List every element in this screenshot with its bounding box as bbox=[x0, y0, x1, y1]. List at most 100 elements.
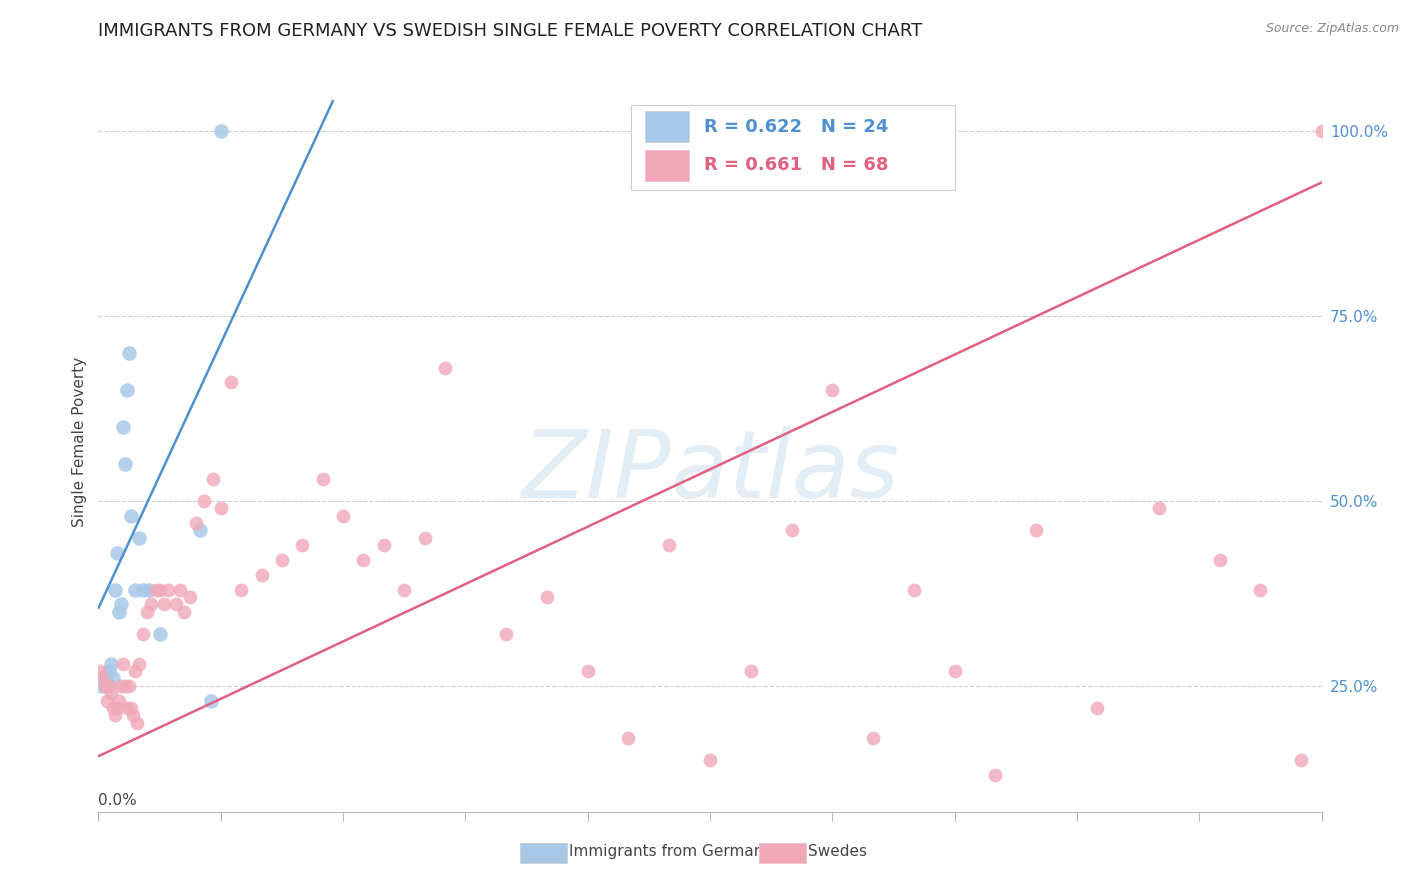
Point bbox=[114, 457, 136, 471]
Point bbox=[392, 582, 416, 597]
Point bbox=[291, 538, 314, 552]
Point bbox=[105, 701, 128, 715]
Point bbox=[209, 501, 232, 516]
Point bbox=[136, 605, 159, 619]
Point bbox=[821, 383, 844, 397]
Text: R = 0.661   N = 68: R = 0.661 N = 68 bbox=[704, 156, 889, 174]
Point bbox=[1085, 701, 1108, 715]
Point bbox=[120, 508, 142, 523]
Point bbox=[108, 694, 131, 708]
Point bbox=[169, 582, 191, 597]
Point bbox=[413, 531, 436, 545]
Point bbox=[1249, 582, 1271, 597]
Point bbox=[1209, 553, 1232, 567]
Point bbox=[128, 531, 150, 545]
Point bbox=[740, 664, 762, 678]
Point bbox=[138, 582, 160, 597]
Point bbox=[96, 694, 118, 708]
Point bbox=[118, 679, 141, 693]
Point bbox=[576, 664, 599, 678]
Point bbox=[114, 679, 136, 693]
Point bbox=[101, 701, 124, 715]
Point bbox=[100, 686, 122, 700]
Point bbox=[434, 360, 457, 375]
Point bbox=[943, 664, 966, 678]
Point bbox=[173, 605, 195, 619]
Point bbox=[96, 672, 118, 686]
Point bbox=[156, 582, 179, 597]
Point bbox=[658, 538, 681, 552]
Point bbox=[188, 524, 212, 538]
Point bbox=[110, 679, 132, 693]
Point bbox=[201, 471, 224, 485]
Point bbox=[104, 708, 127, 723]
Point bbox=[373, 538, 395, 552]
Point bbox=[105, 545, 128, 560]
Point bbox=[145, 582, 167, 597]
Point bbox=[179, 590, 201, 604]
Point bbox=[1291, 753, 1313, 767]
Point bbox=[332, 508, 354, 523]
Point bbox=[97, 664, 120, 678]
Point bbox=[1025, 524, 1047, 538]
Point bbox=[270, 553, 294, 567]
Point bbox=[100, 657, 122, 671]
Point bbox=[149, 627, 172, 641]
Point bbox=[115, 383, 138, 397]
Point bbox=[536, 590, 558, 604]
Point bbox=[97, 679, 120, 693]
Point bbox=[165, 598, 187, 612]
Point bbox=[200, 694, 222, 708]
Point bbox=[127, 715, 149, 730]
Point bbox=[115, 701, 138, 715]
Point bbox=[89, 664, 111, 678]
Point bbox=[111, 419, 134, 434]
Point bbox=[658, 123, 681, 137]
Point bbox=[209, 123, 232, 137]
Point bbox=[132, 627, 155, 641]
Point bbox=[91, 672, 114, 686]
Point bbox=[984, 767, 1007, 781]
Point bbox=[141, 598, 163, 612]
Point bbox=[101, 672, 124, 686]
Point bbox=[862, 731, 884, 745]
FancyBboxPatch shape bbox=[645, 112, 689, 143]
Point bbox=[91, 679, 114, 693]
Point bbox=[128, 657, 150, 671]
Point bbox=[124, 664, 146, 678]
Point bbox=[152, 598, 174, 612]
Point bbox=[93, 679, 115, 693]
Point bbox=[312, 471, 335, 485]
Point bbox=[1147, 501, 1170, 516]
Point bbox=[617, 731, 640, 745]
Point bbox=[110, 598, 132, 612]
Point bbox=[124, 582, 146, 597]
FancyBboxPatch shape bbox=[645, 150, 689, 181]
FancyBboxPatch shape bbox=[630, 104, 955, 190]
Point bbox=[699, 753, 721, 767]
Point bbox=[122, 708, 145, 723]
Point bbox=[118, 345, 141, 359]
Point bbox=[149, 582, 172, 597]
Point bbox=[495, 627, 517, 641]
Point bbox=[111, 657, 134, 671]
Point bbox=[231, 582, 253, 597]
Point bbox=[120, 701, 142, 715]
Text: Source: ZipAtlas.com: Source: ZipAtlas.com bbox=[1265, 22, 1399, 36]
Point bbox=[903, 582, 925, 597]
Text: Immigrants from Germany: Immigrants from Germany bbox=[569, 845, 773, 859]
Point bbox=[104, 582, 127, 597]
Y-axis label: Single Female Poverty: Single Female Poverty bbox=[72, 357, 87, 526]
Point bbox=[193, 493, 215, 508]
Point bbox=[108, 605, 131, 619]
Point bbox=[780, 524, 803, 538]
Point bbox=[219, 376, 242, 390]
Point bbox=[132, 582, 155, 597]
Point bbox=[186, 516, 208, 530]
Point bbox=[93, 672, 115, 686]
Point bbox=[352, 553, 374, 567]
Text: Swedes: Swedes bbox=[808, 845, 868, 859]
Text: R = 0.622   N = 24: R = 0.622 N = 24 bbox=[704, 118, 889, 136]
Text: IMMIGRANTS FROM GERMANY VS SWEDISH SINGLE FEMALE POVERTY CORRELATION CHART: IMMIGRANTS FROM GERMANY VS SWEDISH SINGL… bbox=[98, 22, 922, 40]
Point bbox=[250, 567, 273, 582]
